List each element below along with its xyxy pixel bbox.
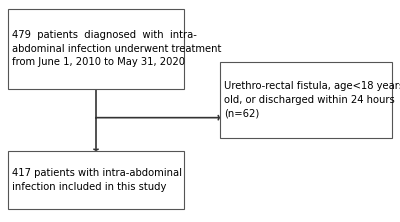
FancyBboxPatch shape — [8, 151, 184, 209]
Text: Urethro-rectal fistula, age<18 years
old, or discharged within 24 hours
(n=62): Urethro-rectal fistula, age<18 years old… — [224, 81, 400, 119]
FancyBboxPatch shape — [220, 62, 392, 138]
Text: 417 patients with intra-abdominal
infection included in this study: 417 patients with intra-abdominal infect… — [12, 168, 182, 192]
Text: 479  patients  diagnosed  with  intra-
abdominal infection underwent treatment
f: 479 patients diagnosed with intra- abdom… — [12, 30, 221, 67]
FancyBboxPatch shape — [8, 9, 184, 89]
